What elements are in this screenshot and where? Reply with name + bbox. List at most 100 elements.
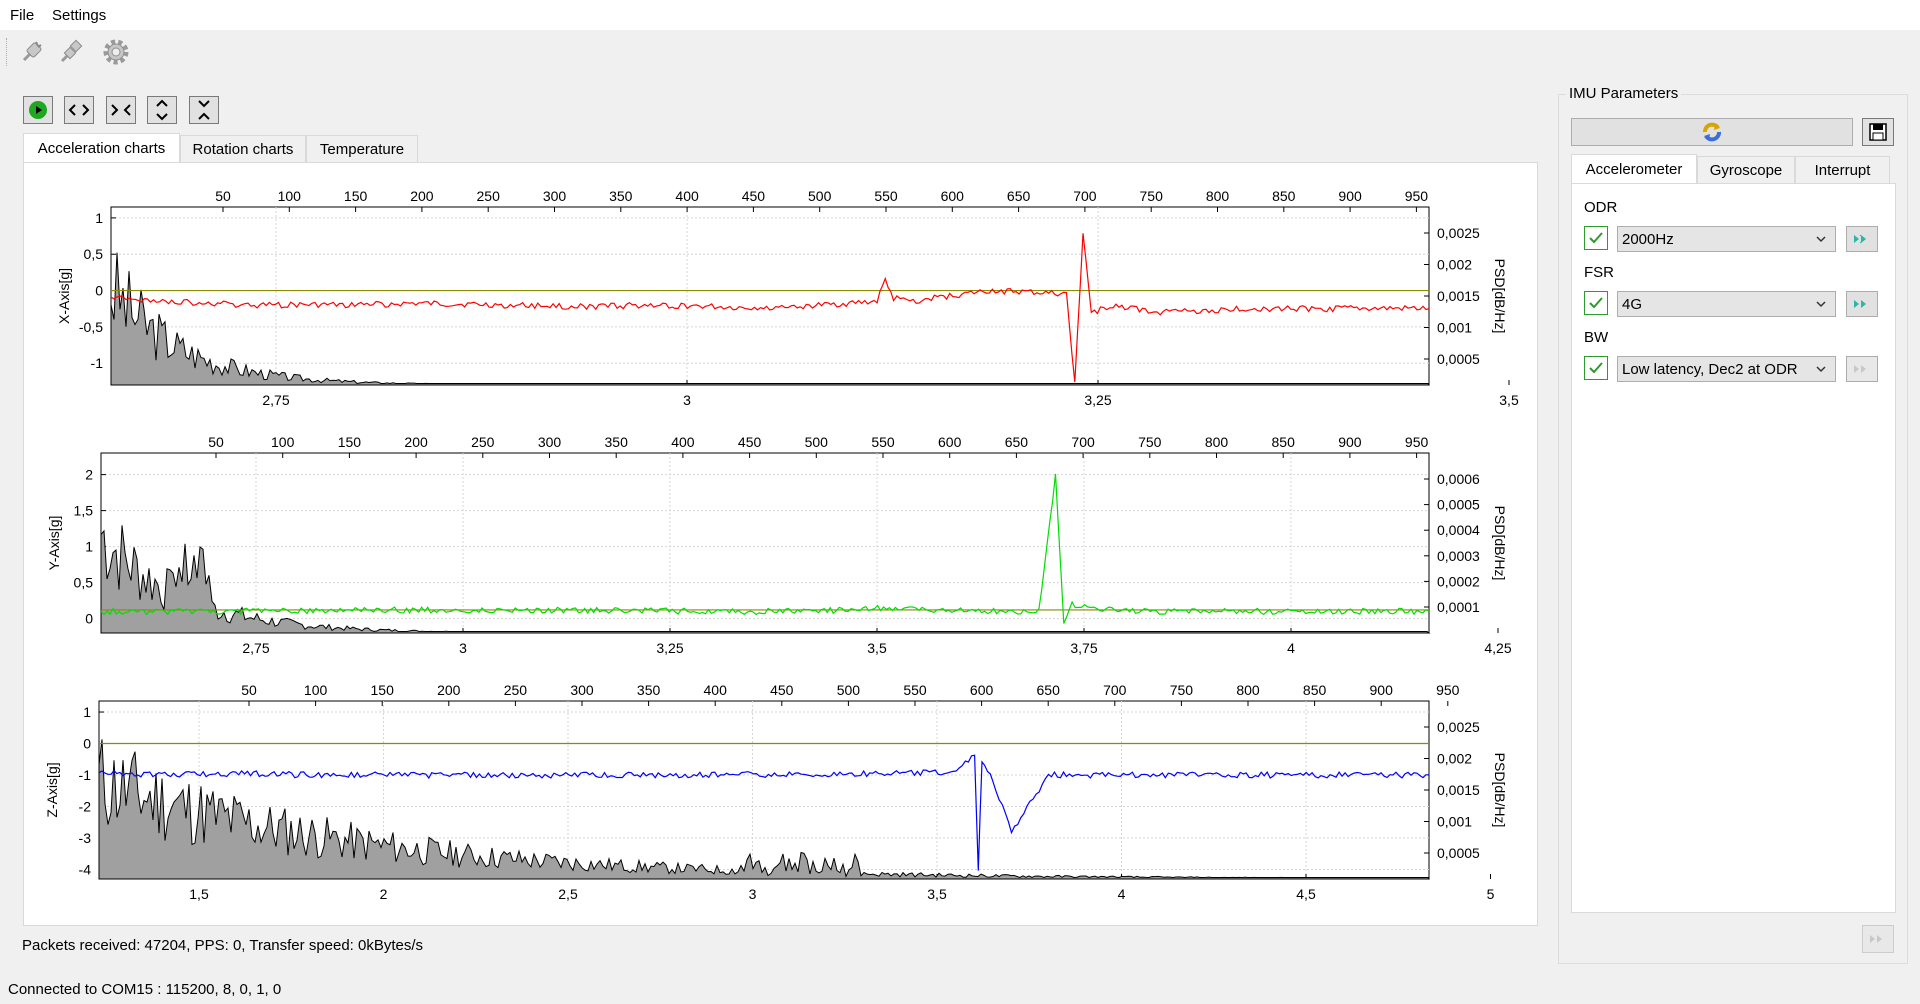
top-tick-label: 350 <box>605 434 629 450</box>
tab-accelerometer[interactable]: Accelerometer <box>1571 154 1697 184</box>
bottom-tick-label: 1,5 <box>189 886 209 902</box>
y-axis-title: Y-Axis[g] <box>46 516 62 571</box>
apply-arrows-icon <box>1870 935 1882 943</box>
bottom-tick-label: 3 <box>683 392 691 408</box>
expand-vertical-button[interactable] <box>147 96 177 124</box>
bottom-tick-label: 3 <box>749 886 757 902</box>
tab-rotation-charts[interactable]: Rotation charts <box>180 135 306 163</box>
menu-settings[interactable]: Settings <box>52 7 107 24</box>
right-tick-label: 0,0015 <box>1437 782 1480 798</box>
fsr-apply-button[interactable] <box>1846 291 1878 317</box>
bottom-tick-label: 3,25 <box>656 640 683 656</box>
chevron-down-icon <box>1816 366 1826 373</box>
connect-plug-icon[interactable] <box>16 36 48 68</box>
play-button[interactable] <box>23 96 53 124</box>
top-tick-label: 300 <box>538 434 562 450</box>
top-tick-label: 400 <box>704 682 728 698</box>
plot-area <box>98 700 1430 880</box>
bw-checkbox[interactable] <box>1584 356 1608 380</box>
left-tick-label: 1 <box>83 704 91 720</box>
bottom-tick-label: 3,25 <box>1084 392 1111 408</box>
psd-axis-title: PSD[dB/Hz] <box>1492 506 1508 581</box>
menu-file[interactable]: File <box>10 7 35 24</box>
bottom-tick-label: 3,5 <box>927 886 947 902</box>
psd-axis-title: PSD[dB/Hz] <box>1492 259 1508 334</box>
plot-area <box>100 452 1430 634</box>
load-parameters-button[interactable] <box>1571 118 1853 146</box>
series-line-y <box>100 473 1430 624</box>
fsr-checkbox[interactable] <box>1584 291 1608 315</box>
collapse-vertical-button[interactable] <box>189 96 219 124</box>
bw-value: Low latency, Dec2 at ODR <box>1622 360 1798 378</box>
bw-label: BW <box>1584 329 1609 346</box>
bottom-tick-label: 3 <box>459 640 467 656</box>
left-tick-label: 2 <box>85 467 93 483</box>
left-tick-label: 0,5 <box>84 246 104 262</box>
top-tick-label: 850 <box>1272 188 1296 204</box>
imu-parameters-group <box>1558 94 1908 964</box>
checkmark-icon <box>1589 232 1603 244</box>
top-tick-label: 700 <box>1073 188 1097 204</box>
tab-temperature[interactable]: Temperature <box>306 135 418 163</box>
left-tick-label: 0 <box>85 611 93 627</box>
top-tick-label: 550 <box>871 434 895 450</box>
bottom-tick-label: 4,25 <box>1484 640 1511 656</box>
expand-horizontal-icon <box>68 104 90 116</box>
left-tick-label: -0,5 <box>79 319 103 335</box>
menu-bar: File Settings <box>0 0 1920 30</box>
fsr-label: FSR <box>1584 264 1614 281</box>
top-tick-label: 500 <box>805 434 829 450</box>
bottom-tick-label: 2,5 <box>558 886 578 902</box>
chevron-down-icon <box>1816 236 1826 243</box>
collapse-horizontal-button[interactable] <box>106 96 136 124</box>
odr-value: 2000Hz <box>1622 230 1674 248</box>
apply-all-button[interactable] <box>1862 925 1894 953</box>
expand-vertical-icon <box>156 99 168 121</box>
bottom-tick-label: 2 <box>380 886 388 902</box>
tab-interrupt[interactable]: Interrupt <box>1795 156 1890 184</box>
right-tick-label: 0,002 <box>1437 257 1472 273</box>
left-tick-label: -4 <box>79 862 92 878</box>
bw-apply-button[interactable] <box>1846 356 1878 382</box>
odr-apply-button[interactable] <box>1846 226 1878 252</box>
chart-1: 2,7533,253,53,75450100150200250300350400… <box>56 188 1920 408</box>
fsr-select[interactable]: 4G <box>1617 291 1836 317</box>
y-axis-title: X-Axis[g] <box>56 268 72 324</box>
right-tick-label: 0,0005 <box>1437 845 1480 861</box>
settings-gear-icon[interactable] <box>100 36 132 68</box>
right-tick-label: 0,0015 <box>1437 288 1480 304</box>
left-tick-label: -1 <box>79 767 92 783</box>
toolbar-grip <box>6 38 9 66</box>
right-tick-label: 0,0025 <box>1437 225 1480 241</box>
chart-3: 1,5 2 2,5 3 3,5 4 4,5 550 100 150 200 250 300 350 400 4… <box>44 682 1508 902</box>
top-tick-label: 300 <box>570 682 594 698</box>
top-tick-label: 600 <box>970 682 994 698</box>
checkmark-icon <box>1589 362 1603 374</box>
odr-label: ODR <box>1584 199 1618 216</box>
save-parameters-button[interactable] <box>1862 118 1894 146</box>
right-tick-label: 0,0003 <box>1437 548 1480 564</box>
top-tick-label: 750 <box>1140 188 1164 204</box>
right-tick-label: 0,0025 <box>1437 719 1480 735</box>
bw-select[interactable]: Low latency, Dec2 at ODR <box>1617 356 1836 382</box>
top-tick-label: 900 <box>1370 682 1394 698</box>
right-tick-label: 0,0002 <box>1437 573 1480 589</box>
expand-horizontal-button[interactable] <box>64 96 94 124</box>
tab-acceleration-charts[interactable]: Acceleration charts <box>23 133 180 163</box>
top-tick-label: 50 <box>215 188 231 204</box>
odr-select[interactable]: 2000Hz <box>1617 226 1836 252</box>
top-tick-label: 450 <box>738 434 762 450</box>
connection-status: Connected to COM15 : 115200, 8, 0, 1, 0 <box>8 981 282 998</box>
y-axis-title: Z-Axis[g] <box>44 762 60 817</box>
top-tick-label: 450 <box>770 682 794 698</box>
right-tick-label: 0,001 <box>1437 814 1472 830</box>
top-tick-label: 650 <box>1005 434 1029 450</box>
top-tick-label: 650 <box>1007 188 1031 204</box>
bottom-tick-label: 3,5 <box>1499 392 1519 408</box>
top-tick-label: 150 <box>344 188 368 204</box>
tab-gyroscope[interactable]: Gyroscope <box>1697 156 1795 184</box>
chart-2: 2,75 3 3,25 3,5 3,75 4 4,25 50 100 150 200 250 300 35… <box>46 434 1512 656</box>
disconnect-plug-icon[interactable] <box>55 36 87 68</box>
odr-checkbox[interactable] <box>1584 226 1608 250</box>
left-tick-label: 0 <box>83 736 91 752</box>
